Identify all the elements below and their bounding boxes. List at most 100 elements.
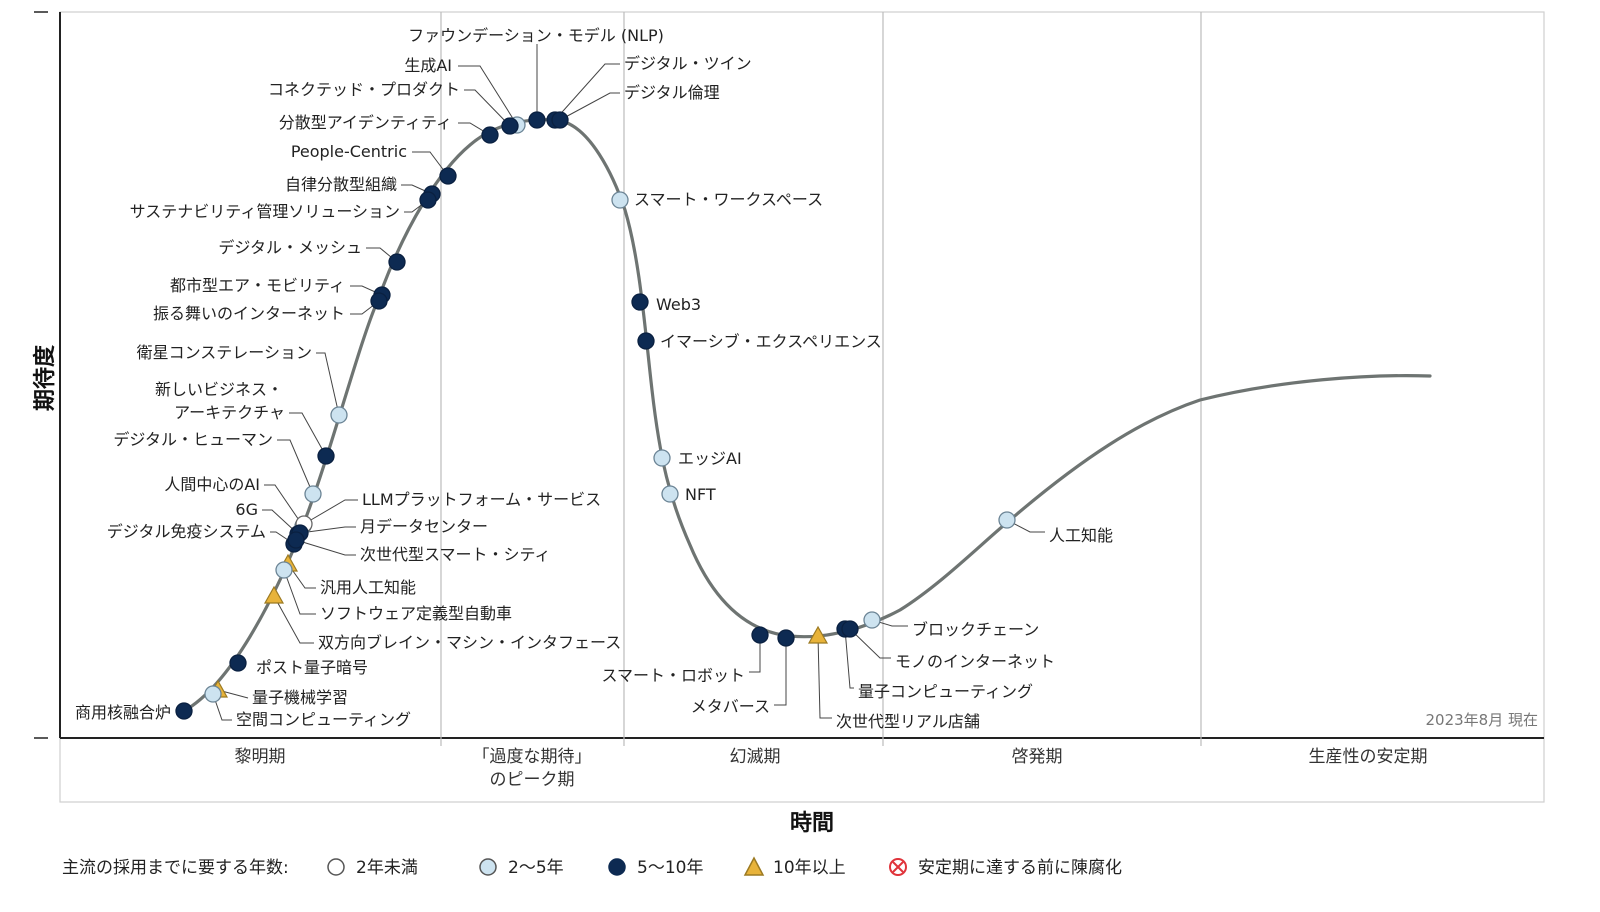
- tech-16-label: 6G: [235, 500, 258, 519]
- tech-23-marker: [263, 585, 285, 604]
- tech-26-marker: [204, 685, 222, 703]
- tech-35-label: スマート・ロボット: [601, 666, 745, 685]
- tech-36-label: メタバース: [691, 697, 770, 716]
- tech-34-marker: [661, 485, 679, 503]
- tech-18-label: LLMプラットフォーム・サービス: [362, 490, 601, 509]
- tech-29-label: デジタル倫理: [624, 83, 720, 102]
- tech-2-label: 生成AI: [404, 56, 452, 75]
- tech-19-label: 月データセンター: [360, 517, 488, 536]
- tech-21-label: 汎用人工知能: [320, 578, 416, 597]
- tech-10-marker: [370, 292, 388, 310]
- tech-31-label: Web3: [656, 295, 701, 314]
- tech-32-label: イマーシブ・エクスペリエンス: [660, 332, 882, 351]
- tech-39-leader-line: [849, 628, 891, 659]
- tech-36-marker: [777, 629, 795, 647]
- tech-29-leader-line: [559, 92, 620, 121]
- tech-2-leader-line: [458, 65, 518, 126]
- tech-32-marker: [637, 332, 655, 350]
- tech-33-label: エッジAI: [678, 449, 742, 468]
- tech-26-label: 空間コンピューティング: [236, 710, 411, 729]
- tech-20-label: 次世代型スマート・シティ: [360, 545, 551, 564]
- tech-27-label: 商用核融合炉: [75, 703, 171, 722]
- tech-14-leader-line: [277, 439, 314, 495]
- tech-13-leader-line: [289, 412, 327, 457]
- tech-39-marker: [841, 620, 859, 638]
- tech-6-label: 自律分散型組織: [285, 175, 397, 194]
- tech-36-leader-line: [774, 638, 787, 706]
- tech-27-marker: [175, 702, 193, 720]
- legend-marker-obsolete-icon: [889, 858, 907, 876]
- hype-curve: [182, 118, 1432, 713]
- tech-37-marker: [807, 625, 829, 644]
- tech-40-label: ブロックチェーン: [912, 620, 1039, 639]
- legend: 主流の採用までに要する年数: 2年未満 2～5年 5～10年 10年以上 安定期…: [62, 856, 1122, 878]
- tech-38-label: 量子コンピューティング: [858, 682, 1033, 701]
- tech-37-leader-line: [817, 635, 832, 719]
- phase-label-trough: 幻滅期: [730, 747, 781, 767]
- tech-22-label: ソフトウェア定義型自動車: [320, 604, 512, 623]
- legend-marker-5to10: [608, 858, 626, 876]
- tech-3-label: コネクテッド・プロダクト: [268, 80, 460, 99]
- tech-23-label: 双方向ブレイン・マシン・インタフェース: [318, 633, 621, 652]
- tech-35-marker: [751, 626, 769, 644]
- tech-21-leader-line: [287, 563, 316, 589]
- x-axis-title: 時間: [790, 811, 834, 836]
- tech-28-label: デジタル・ツイン: [624, 54, 752, 73]
- legend-label-obsolete: 安定期に達する前に陳腐化: [918, 858, 1122, 878]
- tech-20-leader-line: [295, 539, 356, 556]
- tech-12-marker: [317, 447, 335, 465]
- legend-label-under2: 2年未満: [356, 858, 418, 878]
- tech-38-leader-line: [844, 628, 854, 689]
- tech-11-leader-line: [316, 352, 340, 416]
- legend-label-over10: 10年以上: [773, 858, 846, 878]
- tech-31-marker: [631, 293, 649, 311]
- tech-1-label: ファウンデーション・モデル (NLP): [408, 26, 664, 45]
- tech-19-leader-line: [299, 526, 356, 534]
- tech-1-marker: [528, 111, 546, 129]
- tech-22-leader-line: [283, 569, 316, 615]
- phase-label-peak-line1: 「過度な期待」: [473, 747, 592, 767]
- tech-8-marker: [388, 253, 406, 271]
- tech-8-label: デジタル・メッシュ: [218, 238, 362, 257]
- tech-11-marker: [330, 406, 348, 424]
- tech-24-label: ポスト量子暗号: [256, 658, 368, 677]
- tech-14-label: デジタル・ヒューマン: [113, 430, 273, 449]
- phase-label-slope: 啓発期: [1012, 747, 1063, 767]
- tech-11-label: 衛星コンステレーション: [137, 343, 312, 362]
- tech-7-label: サステナビリティ管理ソリューション: [130, 202, 400, 221]
- y-axis-title: 期待度: [32, 344, 58, 411]
- tech-35-leader-line: [749, 635, 761, 673]
- phase-label-peak-line2: のピーク期: [490, 770, 575, 790]
- tech-39-label: モノのインターネット: [895, 652, 1055, 671]
- tech-3-leader-line: [464, 89, 511, 127]
- legend-label-2to5: 2～5年: [508, 858, 564, 878]
- tech-29-marker: [551, 111, 569, 129]
- tech-33-marker: [653, 449, 671, 467]
- tech-34-label: NFT: [685, 485, 716, 504]
- tech-24-marker: [229, 654, 247, 672]
- tech-18-leader-line: [303, 499, 358, 525]
- tech-12-label: 新しいビジネス・: [155, 380, 283, 399]
- legend-marker-2to5: [479, 858, 497, 876]
- tech-25-label: 量子機械学習: [252, 688, 348, 707]
- tech-14-marker: [304, 485, 322, 503]
- tech-20-marker: [287, 531, 305, 549]
- legend-marker-under2: [327, 858, 345, 876]
- tech-10-label: 振る舞いのインターネット: [153, 304, 345, 323]
- tech-22-marker: [275, 561, 293, 579]
- legend-label-5to10: 5～10年: [637, 858, 703, 878]
- tech-7-marker: [419, 191, 437, 209]
- tech-3-marker: [501, 117, 519, 135]
- tech-26-leader-line: [212, 693, 232, 721]
- tech-41-marker: [998, 511, 1016, 529]
- tech-30-label: スマート・ワークスペース: [634, 190, 823, 209]
- tech-5-label: People-Centric: [291, 142, 407, 161]
- tech-41-label: 人工知能: [1049, 526, 1113, 545]
- tech-5-marker: [439, 167, 457, 185]
- tech-15-leader-line: [264, 484, 304, 527]
- tech-17-label: デジタル免疫システム: [107, 522, 266, 541]
- tech-16-leader-line: [262, 509, 299, 535]
- date-stamp: 2023年8月 現在: [1426, 711, 1539, 729]
- tech-40-marker: [863, 611, 881, 629]
- tech-30-marker: [611, 191, 629, 209]
